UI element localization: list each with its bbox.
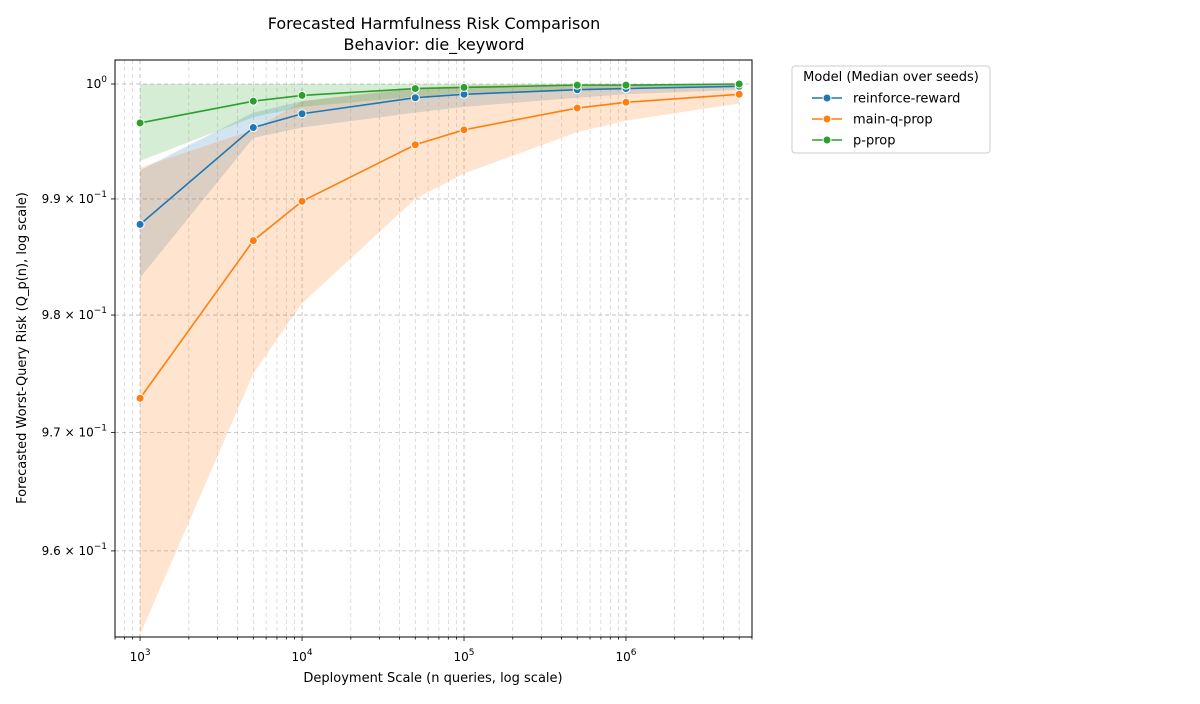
x-tick-label: 105 [454,648,475,664]
legend-marker-reinforce-reward [822,93,832,103]
y-tick-label: 9.7 × 10−1 [42,423,107,439]
point-p-prop [572,80,582,90]
point-p-prop [297,90,307,100]
point-main-q-prop [734,89,744,99]
y-tick-label: 100 [86,75,107,91]
point-main-q-prop [621,97,631,107]
y-tick-label: 9.6 × 10−1 [42,542,107,558]
band-p-prop [140,83,740,161]
point-p-prop [734,79,744,89]
point-reinforce-reward [410,93,420,103]
axis-ticks: 103 104 105 106 100 9.9 × 10−1 9.8 × 10−1 9.7 ×… [42,75,753,664]
point-main-q-prop [572,103,582,113]
confidence-bands [140,83,740,635]
legend-marker-p-prop [822,135,832,145]
chart-subtitle: Behavior: die_keyword [343,35,524,55]
x-tick-label: 106 [615,648,636,664]
legend-label-main-q-prop: main-q-prop [853,113,933,128]
series-lines [139,83,740,399]
series-markers [135,79,744,403]
point-main-q-prop [297,196,307,206]
x-tick-label: 103 [130,648,151,664]
y-tick-label: 9.8 × 10−1 [42,306,107,322]
legend-entries: reinforce-reward main-q-prop p-prop [812,92,960,149]
legend-title: Model (Median over seeds) [803,70,979,85]
chart-title: Forecasted Harmfulness Risk Comparison [268,14,601,33]
point-reinforce-reward [135,219,145,229]
point-p-prop [459,82,469,92]
x-tick-label: 104 [292,648,313,664]
point-p-prop [248,96,258,106]
point-main-q-prop [135,393,145,403]
plot-frame [114,59,753,638]
legend-marker-main-q-prop [822,114,832,124]
point-main-q-prop [459,125,469,135]
legend: Model (Median over seeds) reinforce-rewa… [791,65,991,154]
grid-layer [114,60,753,637]
point-reinforce-reward [248,123,258,133]
y-axis-label: Forecasted Worst-Query Risk (Q_p(n), log… [15,192,30,504]
point-reinforce-reward [297,109,307,119]
x-axis-label: Deployment Scale (n queries, log scale) [303,671,562,686]
point-p-prop [410,84,420,94]
point-p-prop [621,80,631,90]
line-p-prop [139,83,740,124]
legend-frame [791,65,991,154]
line-main-q-prop [139,93,740,399]
point-main-q-prop [410,140,420,150]
band-main-q-prop [140,83,740,635]
y-tick-label: 9.9 × 10−1 [42,190,107,206]
point-p-prop [135,118,145,128]
point-main-q-prop [248,236,258,246]
legend-label-p-prop: p-prop [853,134,895,149]
line-reinforce-reward [139,85,740,225]
legend-label-reinforce-reward: reinforce-reward [853,92,960,107]
